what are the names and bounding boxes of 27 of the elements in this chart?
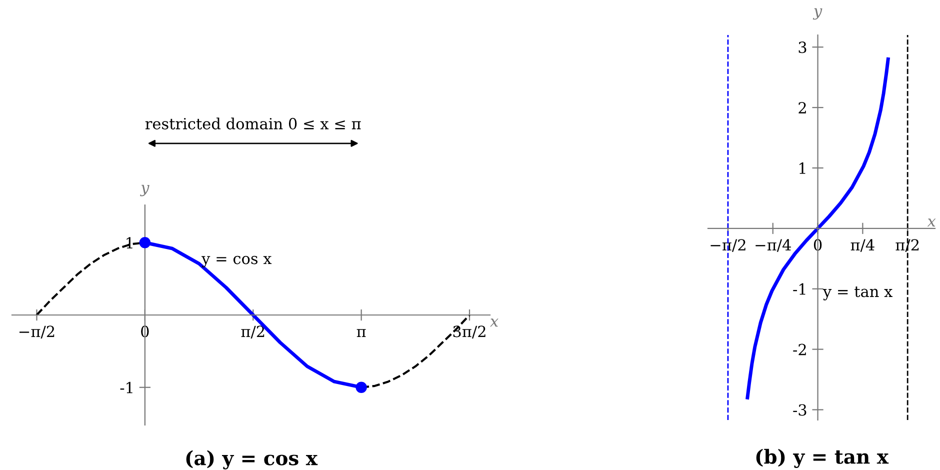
y-tick-label: 3: [798, 42, 806, 54]
x-tick-label: 3π/2: [453, 326, 486, 338]
y-tick-label: -1: [120, 382, 132, 394]
x-tick-label: 0: [141, 326, 149, 338]
annotation: y = tan x: [822, 286, 892, 300]
y-tick-label: 1: [126, 237, 132, 248]
text: restricted domain 0 ≤ x ≤ π: [145, 118, 361, 130]
y-tick-label: 1: [800, 162, 806, 174]
x-tick-label: π/2: [241, 326, 264, 338]
y-axis-title: y: [812, 8, 822, 20]
annotation: y = cos x: [202, 256, 272, 268]
x-axis-title: x: [927, 218, 936, 227]
x-tick-label: −π/2: [710, 239, 746, 252]
x-tick-label: π/2: [896, 239, 919, 252]
x-tick-label: π: [356, 329, 366, 338]
y-tick-label: -1: [793, 283, 806, 295]
x-tick-label: −π/2: [20, 326, 54, 338]
x-axis-title: x: [490, 318, 498, 327]
y-tick-label: 2: [798, 102, 806, 114]
y-tick-label: -3: [793, 404, 806, 416]
y-axis-title: y: [140, 184, 150, 196]
x-tick-label: 0: [814, 239, 822, 251]
text: (a) y = cos x: [186, 450, 318, 470]
x-tick-label: −π/4: [756, 239, 791, 252]
y-tick-label: -2: [793, 344, 806, 356]
x-tick-label: π/4: [850, 239, 874, 252]
text: (b) y = tan x: [756, 448, 889, 468]
